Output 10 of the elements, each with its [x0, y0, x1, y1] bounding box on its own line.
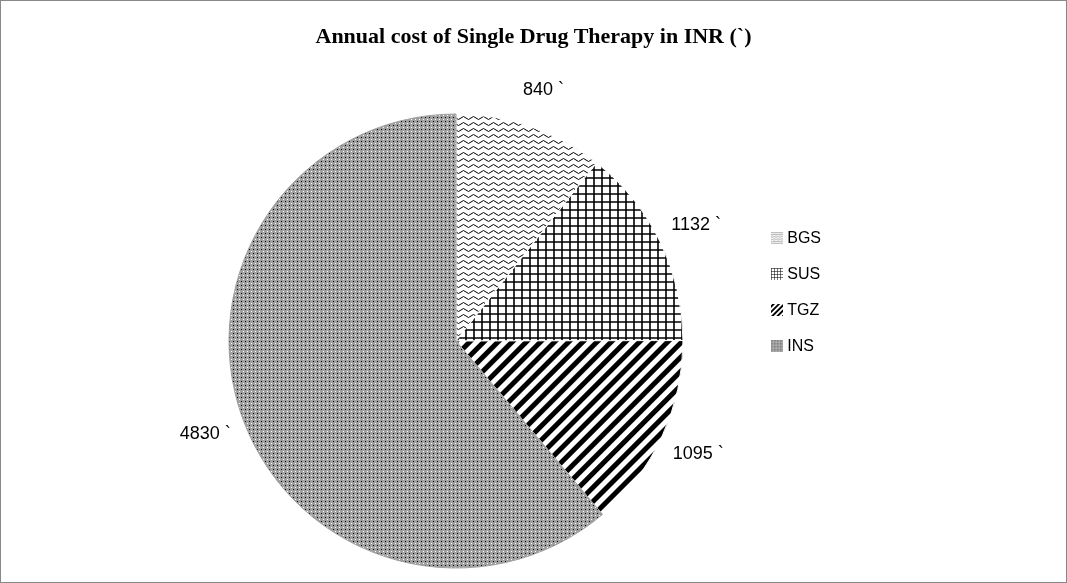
data-label: 4830 `: [179, 422, 231, 443]
legend-label: BGS: [787, 228, 821, 246]
data-label: 1132 `: [671, 214, 722, 235]
pie-slice: [228, 113, 603, 569]
legend-label: TGZ: [787, 300, 820, 318]
legend-label: SUS: [787, 264, 821, 282]
chart-title: Annual cost of Single Drug Therapy in INR (`): [314, 23, 753, 49]
data-label: 840 `: [523, 78, 565, 99]
legend-label: INS: [787, 336, 814, 354]
data-label: 1095 `: [672, 443, 724, 464]
